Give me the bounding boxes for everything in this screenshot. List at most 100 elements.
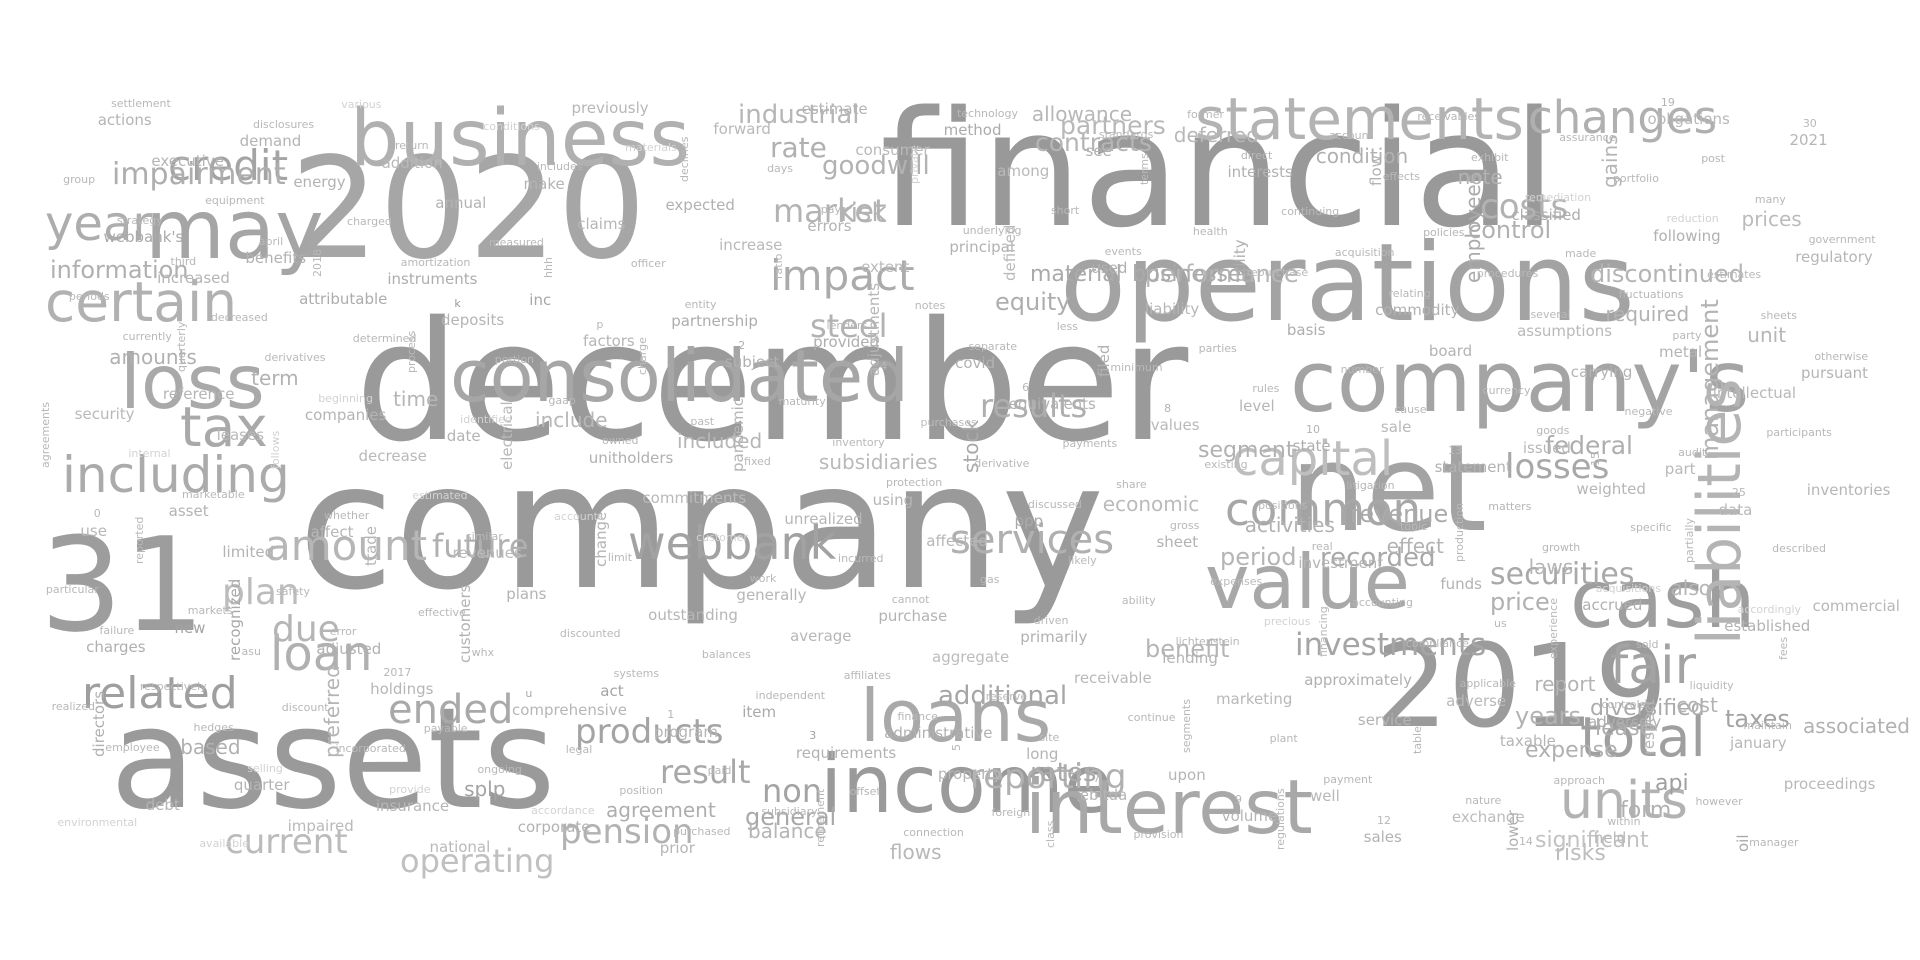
cloud-word: inc	[529, 291, 552, 310]
cloud-word: underlying	[962, 223, 1022, 237]
cloud-word: average	[790, 627, 852, 646]
cloud-word: sheets	[1760, 309, 1797, 323]
cloud-word: management	[1696, 299, 1724, 460]
cloud-word: control	[1468, 216, 1552, 244]
cloud-word: 30	[1802, 116, 1817, 130]
cloud-word: paid	[707, 764, 732, 778]
cloud-word: information	[50, 256, 189, 284]
cloud-word: future	[432, 527, 529, 565]
cloud-word: revenue	[1350, 500, 1449, 528]
cloud-word: equivalents	[1008, 395, 1096, 414]
cloud-word: quarter	[233, 775, 290, 794]
cloud-word: business	[350, 94, 690, 184]
cloud-word: certain	[45, 270, 238, 334]
cloud-word: actions	[97, 111, 152, 130]
cloud-word: separate	[968, 340, 1018, 354]
cloud-word: receivable	[1073, 669, 1152, 688]
cloud-word: goods	[1536, 424, 1570, 438]
cloud-word: account	[1329, 129, 1373, 143]
cloud-word: 1	[667, 708, 675, 722]
cloud-word: rate	[770, 131, 827, 164]
cloud-word: officer	[630, 257, 666, 271]
cloud-word: item	[742, 702, 777, 721]
cloud-word: policies	[1423, 226, 1465, 240]
cloud-word: period	[1220, 543, 1297, 571]
cloud-word: affected	[926, 531, 988, 550]
cloud-word: third	[170, 254, 197, 268]
cloud-word: discussed	[1027, 497, 1082, 511]
cloud-word: report	[1534, 671, 1596, 696]
cloud-word: 8	[1164, 402, 1172, 416]
cloud-word: charged	[347, 215, 392, 229]
cloud-word: using	[872, 490, 914, 509]
cloud-word: decreased	[210, 310, 268, 324]
cloud-word: acquisitions	[1595, 581, 1662, 595]
cloud-word: cannot	[891, 593, 930, 607]
cloud-word: loan	[270, 626, 373, 682]
cloud-word: segments	[1180, 698, 1194, 753]
cloud-word: within	[1607, 815, 1641, 828]
cloud-word: unit	[1747, 323, 1787, 348]
cloud-word: maturity	[778, 394, 826, 408]
cloud-word: 25	[1731, 486, 1746, 500]
cloud-word: administrative	[884, 723, 993, 742]
cloud-word: forward	[713, 119, 771, 138]
cloud-word: discount	[281, 701, 329, 715]
cloud-word: topic	[1400, 519, 1428, 533]
cloud-word: offset	[849, 785, 881, 799]
cloud-word: includes	[536, 160, 583, 174]
cloud-word: based	[180, 735, 241, 760]
cloud-word: independent	[755, 688, 826, 702]
cloud-word: loans	[860, 674, 1052, 758]
cloud-word: requirements	[795, 743, 897, 762]
cloud-word: maintain	[1743, 719, 1792, 733]
cloud-word: addition	[381, 153, 443, 172]
cloud-word: reserve	[985, 689, 1028, 703]
cloud-word: operations	[1060, 221, 1635, 346]
cloud-word: estimates	[1706, 268, 1762, 282]
cloud-word: statements	[1195, 85, 1524, 153]
cloud-word: ongoing	[477, 762, 522, 776]
cloud-word: internal	[128, 446, 171, 460]
cloud-word: environmental	[57, 816, 138, 830]
cloud-word: asu	[241, 645, 261, 659]
cloud-word: health	[1192, 224, 1228, 238]
cloud-word: prior	[659, 839, 695, 858]
cloud-word: security	[74, 405, 135, 424]
cloud-word: class	[1044, 820, 1058, 849]
cloud-word: also	[1670, 576, 1712, 601]
cloud-word: legal	[565, 743, 593, 757]
cloud-word: subject	[724, 353, 780, 372]
cloud-word: provided	[813, 333, 880, 352]
cloud-word: price	[1490, 588, 1550, 616]
cloud-word: several	[1530, 307, 1571, 321]
cloud-word: year	[45, 196, 153, 252]
cloud-word: december	[355, 286, 1189, 478]
cloud-word: level	[1238, 396, 1275, 415]
cloud-word: ability	[1121, 594, 1156, 608]
cloud-word: notes	[914, 299, 946, 313]
cloud-word: employee	[105, 740, 160, 754]
cloud-word: applicable	[1459, 677, 1516, 691]
cloud-word: non	[762, 772, 823, 810]
cloud-word: effects	[1382, 170, 1420, 184]
cloud-word: previously	[571, 98, 649, 117]
cloud-word: group	[63, 172, 96, 186]
cloud-word: nature	[1465, 793, 1502, 807]
cloud-word: negative	[1624, 404, 1673, 418]
cloud-word: upon	[1168, 766, 1206, 785]
cloud-word: experience	[1546, 597, 1560, 659]
cloud-word: estimated	[412, 489, 468, 503]
cloud-word: form	[1620, 798, 1672, 823]
cloud-word: technology	[956, 107, 1019, 120]
cloud-word: 14	[1518, 834, 1533, 848]
cloud-word: laws	[1528, 555, 1574, 580]
cloud-word: 12	[1376, 813, 1391, 827]
cloud-word: attributable	[299, 289, 388, 308]
cloud-word: classified	[1511, 205, 1581, 224]
cloud-word: 31	[40, 509, 206, 661]
cloud-word: leases	[216, 426, 265, 445]
cloud-word: data	[1718, 500, 1753, 519]
cloud-word: disclosures	[253, 118, 315, 132]
cloud-word: flows	[889, 840, 942, 865]
